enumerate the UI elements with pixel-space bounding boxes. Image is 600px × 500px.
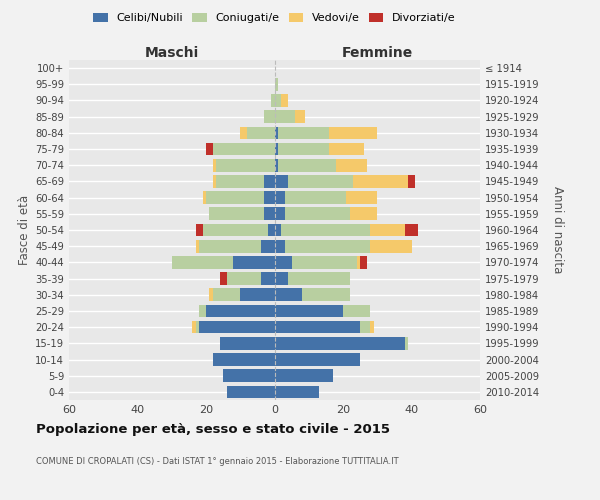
Bar bbox=[203, 224, 268, 236]
Bar bbox=[295, 110, 305, 123]
Bar bbox=[199, 240, 261, 252]
Bar bbox=[278, 159, 336, 172]
Bar bbox=[288, 272, 350, 285]
Y-axis label: Anni di nascita: Anni di nascita bbox=[551, 186, 565, 274]
Bar bbox=[370, 240, 412, 252]
Bar bbox=[302, 288, 350, 301]
Bar bbox=[356, 256, 360, 268]
Bar bbox=[275, 175, 288, 188]
Bar bbox=[404, 337, 408, 349]
Bar bbox=[275, 337, 404, 349]
Bar bbox=[206, 304, 275, 318]
Text: COMUNE DI CROPALATI (CS) - Dati ISTAT 1° gennaio 2015 - Elaborazione TUTTITALIA.: COMUNE DI CROPALATI (CS) - Dati ISTAT 1°… bbox=[36, 458, 398, 466]
Bar bbox=[199, 304, 206, 318]
Bar bbox=[275, 94, 281, 107]
Bar bbox=[360, 321, 370, 334]
Bar bbox=[281, 94, 288, 107]
Bar bbox=[220, 337, 275, 349]
Bar bbox=[329, 142, 364, 156]
Bar bbox=[288, 175, 353, 188]
Bar bbox=[247, 126, 275, 139]
Legend: Celibi/Nubili, Coniugati/e, Vedovi/e, Divorziati/e: Celibi/Nubili, Coniugati/e, Vedovi/e, Di… bbox=[94, 13, 455, 24]
Bar bbox=[196, 321, 199, 334]
Bar bbox=[278, 126, 329, 139]
Text: Femmine: Femmine bbox=[341, 46, 413, 60]
Bar bbox=[264, 175, 275, 188]
Bar bbox=[206, 142, 213, 156]
Bar bbox=[213, 353, 275, 366]
Text: Popolazione per età, sesso e stato civile - 2015: Popolazione per età, sesso e stato civil… bbox=[36, 422, 390, 436]
Bar bbox=[213, 288, 240, 301]
Bar bbox=[199, 321, 275, 334]
Bar bbox=[275, 288, 302, 301]
Bar bbox=[278, 142, 329, 156]
Bar bbox=[196, 240, 199, 252]
Bar bbox=[220, 272, 227, 285]
Bar bbox=[281, 224, 370, 236]
Bar bbox=[329, 126, 377, 139]
Bar bbox=[275, 126, 278, 139]
Bar bbox=[275, 78, 278, 90]
Bar bbox=[275, 110, 295, 123]
Bar bbox=[275, 192, 285, 204]
Bar bbox=[346, 192, 377, 204]
Bar bbox=[240, 126, 247, 139]
Bar bbox=[206, 192, 264, 204]
Bar bbox=[275, 370, 333, 382]
Y-axis label: Fasce di età: Fasce di età bbox=[18, 195, 31, 265]
Bar bbox=[275, 208, 285, 220]
Bar bbox=[227, 386, 275, 398]
Bar bbox=[408, 175, 415, 188]
Bar bbox=[370, 224, 404, 236]
Bar bbox=[261, 272, 275, 285]
Bar bbox=[275, 353, 360, 366]
Bar bbox=[213, 175, 216, 188]
Bar bbox=[275, 272, 288, 285]
Bar bbox=[261, 240, 275, 252]
Bar bbox=[172, 256, 233, 268]
Bar bbox=[404, 224, 418, 236]
Bar bbox=[336, 159, 367, 172]
Bar bbox=[275, 256, 292, 268]
Bar bbox=[213, 159, 216, 172]
Bar bbox=[343, 304, 370, 318]
Text: Maschi: Maschi bbox=[145, 46, 199, 60]
Bar bbox=[275, 142, 278, 156]
Bar bbox=[275, 321, 360, 334]
Bar bbox=[196, 224, 203, 236]
Bar bbox=[223, 370, 275, 382]
Bar bbox=[264, 110, 275, 123]
Bar bbox=[370, 321, 374, 334]
Bar bbox=[275, 224, 281, 236]
Bar bbox=[213, 142, 275, 156]
Bar bbox=[275, 240, 285, 252]
Bar bbox=[285, 192, 346, 204]
Bar bbox=[353, 175, 408, 188]
Bar bbox=[285, 240, 370, 252]
Bar bbox=[275, 159, 278, 172]
Bar bbox=[264, 192, 275, 204]
Bar bbox=[209, 208, 264, 220]
Bar bbox=[216, 159, 275, 172]
Bar bbox=[216, 175, 264, 188]
Bar bbox=[209, 288, 213, 301]
Bar bbox=[285, 208, 350, 220]
Bar bbox=[350, 208, 377, 220]
Bar bbox=[203, 192, 206, 204]
Bar bbox=[360, 256, 367, 268]
Bar bbox=[227, 272, 261, 285]
Bar bbox=[264, 208, 275, 220]
Bar bbox=[240, 288, 275, 301]
Bar bbox=[268, 224, 275, 236]
Bar bbox=[193, 321, 196, 334]
Bar bbox=[292, 256, 356, 268]
Bar bbox=[275, 304, 343, 318]
Bar bbox=[233, 256, 275, 268]
Bar bbox=[271, 94, 275, 107]
Bar bbox=[275, 386, 319, 398]
